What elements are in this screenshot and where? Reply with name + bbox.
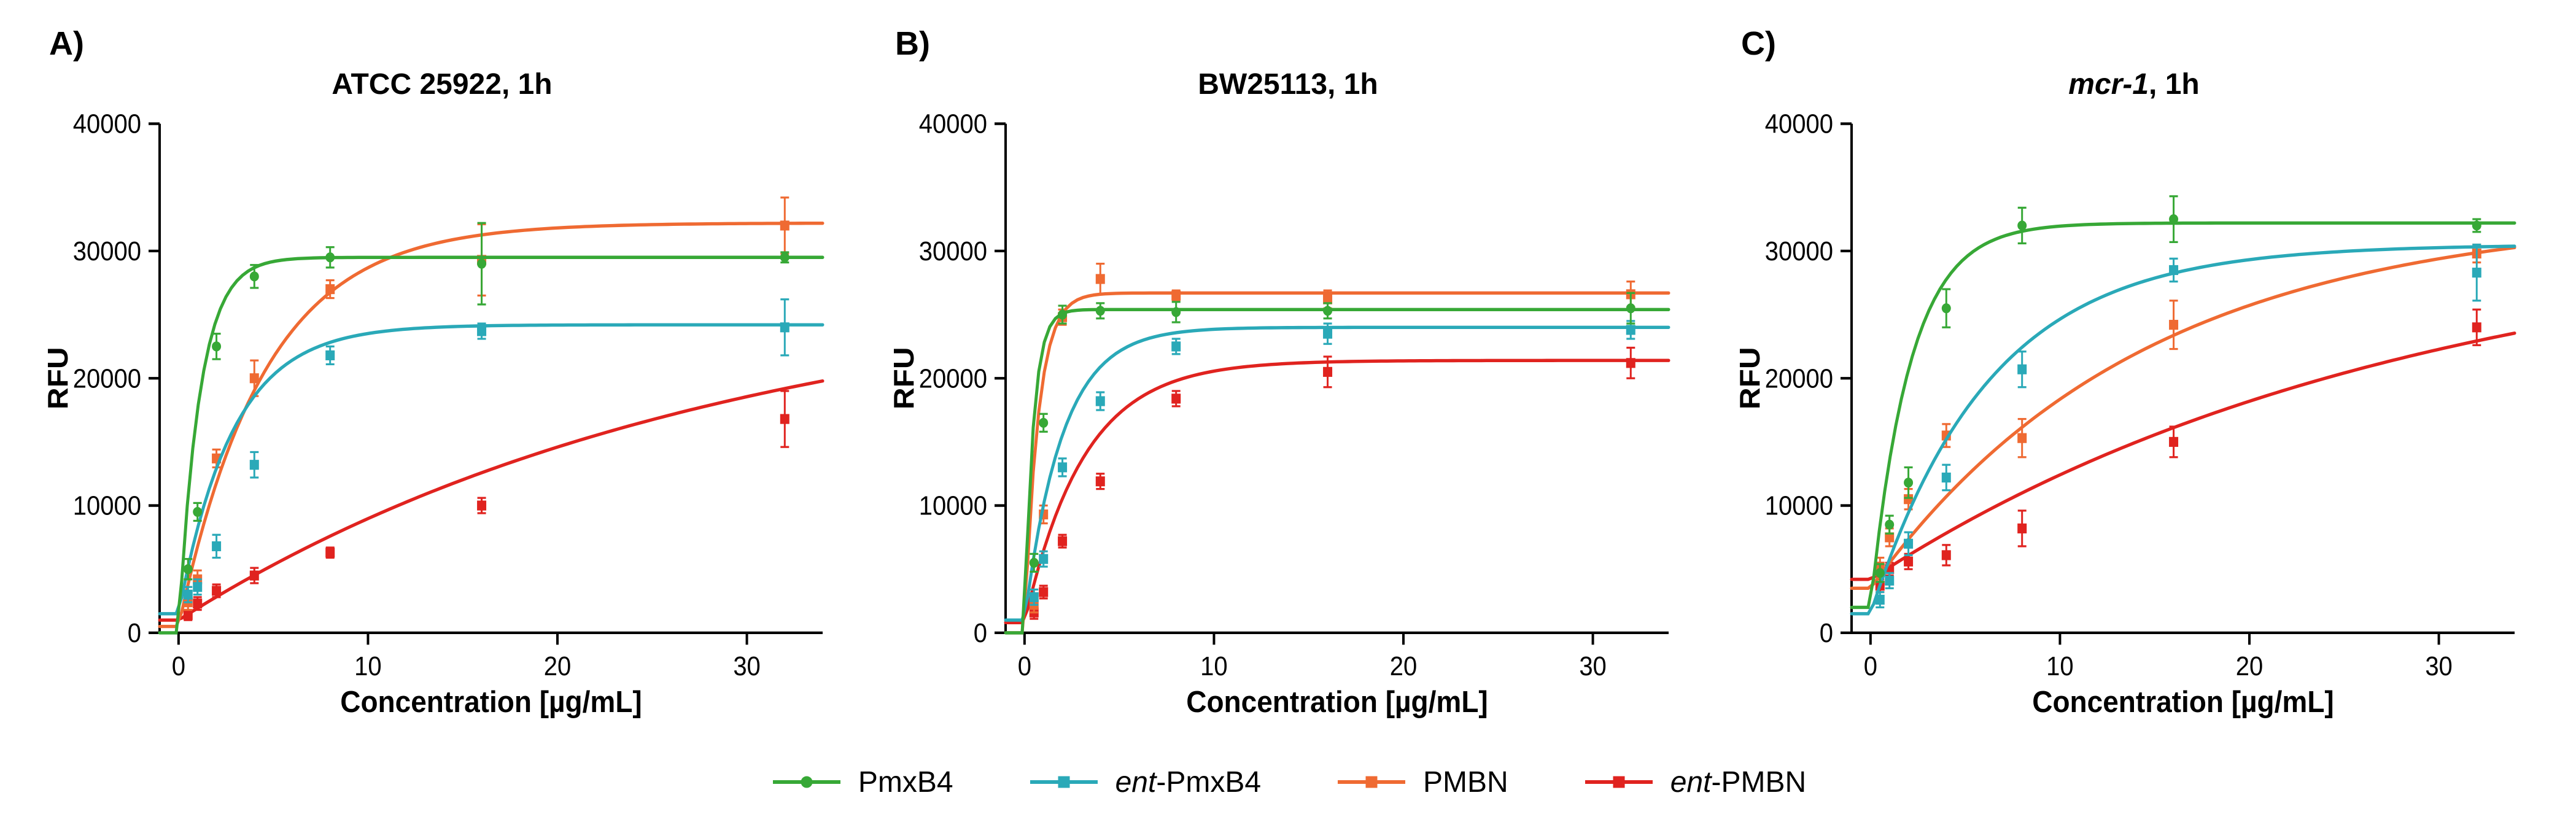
panel-label: A) (37, 25, 84, 62)
svg-text:10000: 10000 (1765, 490, 1833, 521)
svg-text:20: 20 (1390, 651, 1417, 681)
svg-text:0: 0 (1820, 618, 1833, 648)
legend-swatch-icon (1335, 770, 1408, 794)
legend-swatch-icon (1582, 770, 1656, 794)
plot-area: 0 10 20 30 0 10000 20000 30000 40000 Concentratio… (37, 110, 847, 745)
panel-title: mcr-1, 1h (1729, 68, 2539, 110)
legend-item-entPmxB4: ent-PmxB4 (1027, 765, 1261, 799)
plot-svg: 0 10 20 30 0 10000 20000 30000 40000 Concentratio… (1729, 110, 2539, 745)
plot-svg: 0 10 20 30 0 10000 20000 30000 40000 Concentratio… (883, 110, 1693, 745)
svg-text:Concentration [µg/mL]: Concentration [µg/mL] (340, 686, 642, 719)
legend-item-PmxB4: PmxB4 (770, 765, 953, 799)
legend-item-PMBN: PMBN (1335, 765, 1508, 799)
svg-text:RFU: RFU (1735, 347, 1766, 409)
svg-text:40000: 40000 (73, 110, 141, 139)
legend-swatch-icon (1027, 770, 1101, 794)
panel-A: A) ATCC 25922, 1h 0 10 20 30 0 10000 20000 30000 4… (37, 25, 847, 745)
svg-text:10: 10 (1200, 651, 1227, 681)
svg-text:10000: 10000 (919, 490, 987, 521)
legend-label: ent-PmxB4 (1115, 765, 1261, 799)
svg-text:RFU: RFU (43, 347, 74, 409)
svg-text:0: 0 (172, 651, 185, 681)
legend-label: PMBN (1423, 765, 1508, 799)
svg-text:30000: 30000 (919, 236, 987, 266)
svg-text:0: 0 (1018, 651, 1031, 681)
legend-label: ent-PMBN (1670, 765, 1806, 799)
plot-area: 0 10 20 30 0 10000 20000 30000 40000 Concentratio… (883, 110, 1693, 745)
svg-text:20: 20 (544, 651, 571, 681)
svg-text:10000: 10000 (73, 490, 141, 521)
svg-text:30000: 30000 (1765, 236, 1833, 266)
svg-text:20000: 20000 (1765, 363, 1833, 393)
svg-text:30: 30 (1579, 651, 1606, 681)
svg-text:RFU: RFU (889, 347, 920, 409)
svg-text:10: 10 (354, 651, 381, 681)
panel-C: C) mcr-1, 1h 0 10 20 30 0 10000 20000 30000 40000 C… (1729, 25, 2539, 745)
svg-text:30: 30 (733, 651, 760, 681)
plot-svg: 0 10 20 30 0 10000 20000 30000 40000 Concentratio… (37, 110, 847, 745)
legend-item-entPMBN: ent-PMBN (1582, 765, 1806, 799)
svg-text:0: 0 (974, 618, 987, 648)
svg-text:Concentration [µg/mL]: Concentration [µg/mL] (1186, 686, 1488, 719)
panel-title: BW25113, 1h (883, 68, 1693, 110)
plot-area: 0 10 20 30 0 10000 20000 30000 40000 Concentratio… (1729, 110, 2539, 745)
legend: PmxB4 ent-PmxB4 PMBN ent-PMBN (37, 751, 2539, 813)
panel-title: ATCC 25922, 1h (37, 68, 847, 110)
svg-text:0: 0 (128, 618, 141, 648)
svg-text:20: 20 (2236, 651, 2263, 681)
svg-text:20000: 20000 (919, 363, 987, 393)
legend-swatch-icon (770, 770, 844, 794)
figure-root: A)ATCC 25922, 1h010203001000020000300004… (0, 0, 2576, 825)
svg-text:0: 0 (1864, 651, 1877, 681)
svg-text:40000: 40000 (919, 110, 987, 139)
panels-row: A)ATCC 25922, 1h010203001000020000300004… (37, 25, 2539, 745)
panel-label: B) (883, 25, 930, 62)
svg-text:30000: 30000 (73, 236, 141, 266)
svg-text:30: 30 (2425, 651, 2452, 681)
svg-text:10: 10 (2046, 651, 2073, 681)
svg-text:Concentration [µg/mL]: Concentration [µg/mL] (2032, 686, 2334, 719)
svg-text:20000: 20000 (73, 363, 141, 393)
panel-label: C) (1729, 25, 1776, 62)
panel-B: B) BW25113, 1h 0 10 20 30 0 10000 20000 30000 4000… (883, 25, 1693, 745)
legend-label: PmxB4 (858, 765, 953, 799)
svg-text:40000: 40000 (1765, 110, 1833, 139)
